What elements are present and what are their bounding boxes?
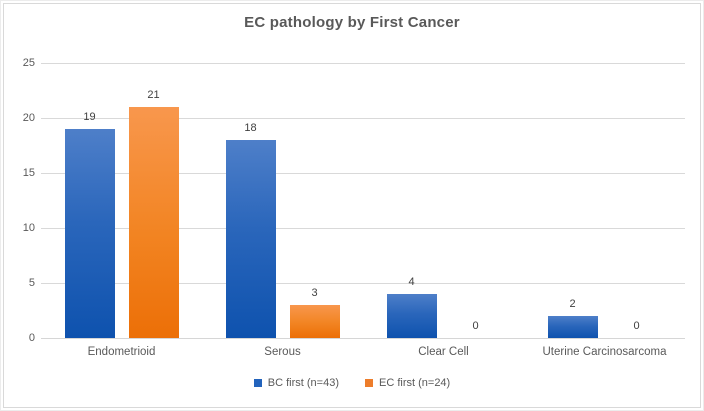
legend-label-bc-first-n-43: BC first (n=43) <box>267 377 339 389</box>
x-category-clear-cell: Clear Cell <box>418 346 469 358</box>
y-tick-25: 25 <box>22 57 35 69</box>
value-label-bc-first-n-43-endometrioid: 19 <box>83 111 96 123</box>
bar-ec-first-n-24-serous <box>289 305 340 338</box>
bar-bc-first-n-43-endometrioid <box>64 129 115 338</box>
legend-item-bc-first-n-43: BC first (n=43) <box>253 377 339 389</box>
value-label-bc-first-n-43-serous: 18 <box>244 122 257 134</box>
y-tick-10: 10 <box>22 222 35 234</box>
value-label-bc-first-n-43-clear-cell: 4 <box>408 276 415 288</box>
x-category-uterine-carcinosarcoma: Uterine Carcinosarcoma <box>542 346 667 358</box>
gridline-25 <box>41 63 685 64</box>
y-tick-0: 0 <box>28 332 35 344</box>
gridline-20 <box>41 118 685 119</box>
value-label-ec-first-n-24-uterine-carcinosarcoma: 0 <box>633 320 640 332</box>
value-label-ec-first-n-24-endometrioid: 21 <box>147 89 160 101</box>
value-label-ec-first-n-24-clear-cell: 0 <box>472 320 479 332</box>
x-category-endometrioid: Endometrioid <box>87 346 156 358</box>
gridline-5 <box>41 283 685 284</box>
value-label-bc-first-n-43-uterine-carcinosarcoma: 2 <box>569 298 576 310</box>
y-tick-20: 20 <box>22 112 35 124</box>
bar-bc-first-n-43-serous <box>225 140 276 338</box>
x-axis-line <box>41 338 685 339</box>
y-tick-5: 5 <box>28 277 35 289</box>
legend-label-ec-first-n-24: EC first (n=24) <box>379 377 451 389</box>
legend-item-ec-first-n-24: EC first (n=24) <box>365 377 450 389</box>
bar-ec-first-n-24-endometrioid <box>128 107 179 338</box>
y-tick-15: 15 <box>22 167 35 179</box>
chart-title: EC pathology by First Cancer <box>244 14 460 31</box>
x-category-serous: Serous <box>264 346 301 358</box>
value-label-ec-first-n-24-serous: 3 <box>311 287 318 299</box>
legend-swatch-bc-icon <box>253 379 262 387</box>
legend-swatch-ec-icon <box>365 379 373 387</box>
legend: BC first (n=43) EC first (n=24) <box>1 377 703 389</box>
gridline-10 <box>41 228 685 229</box>
bar-bc-first-n-43-clear-cell <box>386 294 437 338</box>
bar-bc-first-n-43-uterine-carcinosarcoma <box>547 316 598 338</box>
gridline-15 <box>41 173 685 174</box>
